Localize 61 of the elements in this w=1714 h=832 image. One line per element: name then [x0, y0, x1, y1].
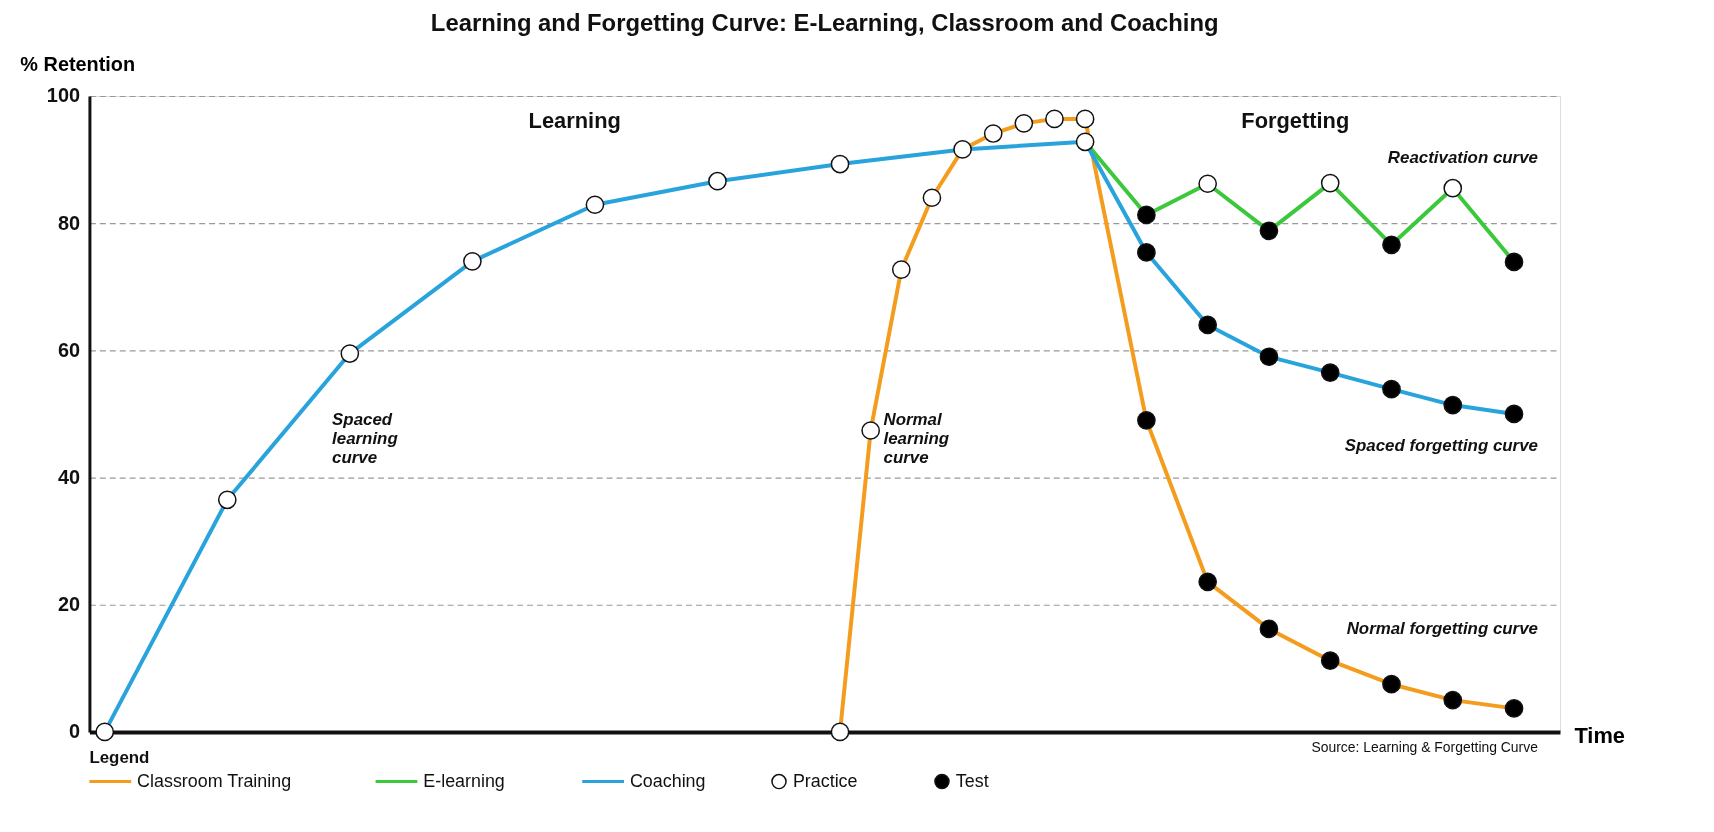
y-tick-label: 80	[57, 211, 80, 234]
point	[922, 188, 942, 208]
point	[1382, 379, 1401, 399]
y-tick-label: 100	[46, 84, 80, 107]
point	[708, 171, 727, 191]
point	[1045, 109, 1064, 129]
annotation: Normal learning curve	[883, 410, 950, 468]
point	[1504, 252, 1524, 272]
point	[830, 722, 850, 742]
point	[1137, 243, 1156, 262]
y-tick-label: 0	[68, 720, 80, 743]
point	[1504, 699, 1524, 718]
point	[1075, 132, 1095, 152]
point	[1075, 109, 1095, 129]
point	[1443, 178, 1463, 198]
legend-label: E-learning	[423, 770, 505, 791]
x-axis-title: Time	[1574, 723, 1625, 749]
point	[1382, 674, 1401, 694]
point	[1320, 651, 1340, 671]
annotation: Normal forgetting curve	[1346, 618, 1538, 638]
y-tick-label: 60	[57, 338, 80, 361]
point	[1259, 619, 1279, 639]
legend-label: Coaching	[629, 770, 706, 791]
annotation: Learning	[528, 107, 621, 133]
point	[1443, 395, 1463, 415]
legend-label: Test	[955, 770, 989, 791]
point	[95, 722, 115, 742]
point	[1259, 347, 1279, 367]
annotation: Reactivation curve	[1387, 148, 1538, 168]
point	[1137, 205, 1156, 225]
point	[861, 421, 881, 440]
legend-label: Classroom Training	[137, 770, 292, 791]
y-axis-title: % Retention	[20, 52, 136, 75]
point	[1320, 173, 1340, 193]
point	[1320, 363, 1340, 382]
point	[1198, 315, 1218, 335]
point	[1198, 174, 1218, 194]
chart-title: Learning and Forgetting Curve: E-Learning, Classroom and Coaching	[430, 9, 1219, 37]
y-tick-label: 20	[57, 593, 80, 616]
point	[1137, 410, 1156, 430]
source-note: Source: Learning & Forgetting Curve	[1311, 738, 1539, 755]
annotation: Spaced forgetting curve	[1344, 435, 1538, 455]
point	[953, 140, 972, 159]
point	[1504, 404, 1524, 424]
annotation: Spaced learning curve	[332, 410, 399, 468]
y-tick-label: 40	[57, 466, 80, 489]
point	[1443, 690, 1463, 710]
point	[1014, 114, 1034, 133]
point	[463, 252, 482, 271]
legend-title: Legend	[89, 747, 150, 767]
point	[891, 260, 911, 279]
point	[1382, 235, 1401, 255]
point	[983, 124, 1003, 143]
point	[1259, 221, 1279, 241]
point	[585, 195, 605, 215]
annotation: Forgetting	[1241, 107, 1350, 133]
point	[1198, 572, 1218, 592]
legend-label: Practice	[792, 770, 858, 791]
point	[340, 344, 360, 363]
point	[217, 490, 237, 510]
point	[830, 154, 850, 174]
